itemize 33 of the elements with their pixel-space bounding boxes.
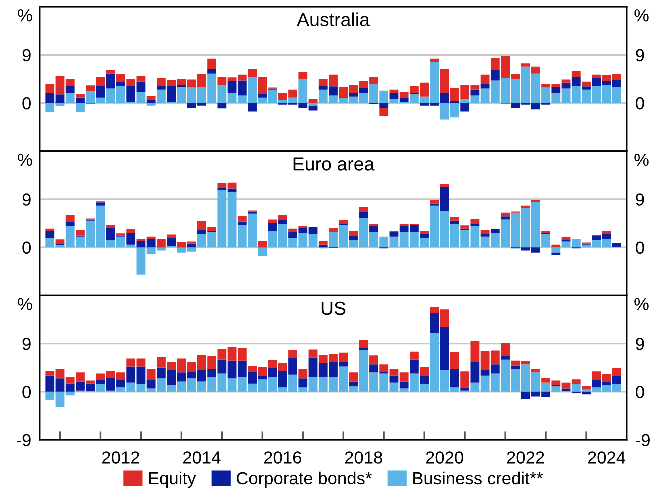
y2-axis-title: % <box>634 154 649 166</box>
y2-tick-label: 9 <box>636 338 644 350</box>
y2-tick-label: 9 <box>636 49 644 62</box>
legend-label: Corporate bonds* <box>237 472 372 488</box>
chart-title: Euro area <box>294 158 375 171</box>
y-tick-label: 0 <box>22 242 31 254</box>
x-tick-label: 2014 <box>183 452 221 464</box>
y2-tick-label: -9 <box>636 434 650 447</box>
y2-axis-title: % <box>634 298 649 310</box>
y-axis-title: % <box>18 154 32 166</box>
chart-title: Australia <box>297 12 370 26</box>
x-tick-label: 2020 <box>426 452 464 464</box>
y-axis-title: % <box>18 10 32 22</box>
y-axis-title: % <box>18 298 32 310</box>
y2-tick-label: 0 <box>636 242 644 254</box>
x-tick-label: 2018 <box>345 452 382 464</box>
y-tick-label: 0 <box>22 97 31 110</box>
y-tick-label: 0 <box>22 386 31 398</box>
chart-title: US <box>322 302 346 316</box>
y2-tick-label: 0 <box>636 97 644 110</box>
y-tick-label: 9 <box>22 194 31 206</box>
y-tick-label: 9 <box>22 49 31 62</box>
y-tick-label: 9 <box>22 338 31 350</box>
legend-label: Equity <box>149 472 196 488</box>
x-tick-label: 2022 <box>507 452 544 464</box>
y2-tick-label: 0 <box>636 386 644 398</box>
y-tick-label: -9 <box>17 434 31 447</box>
x-tick-label: 2024 <box>588 452 626 464</box>
legend-label: Business credit** <box>414 472 544 485</box>
y2-tick-label: 9 <box>636 194 644 206</box>
y2-axis-title: % <box>634 10 649 22</box>
x-tick-label: 2012 <box>102 452 140 464</box>
x-tick-label: 2016 <box>264 452 302 464</box>
